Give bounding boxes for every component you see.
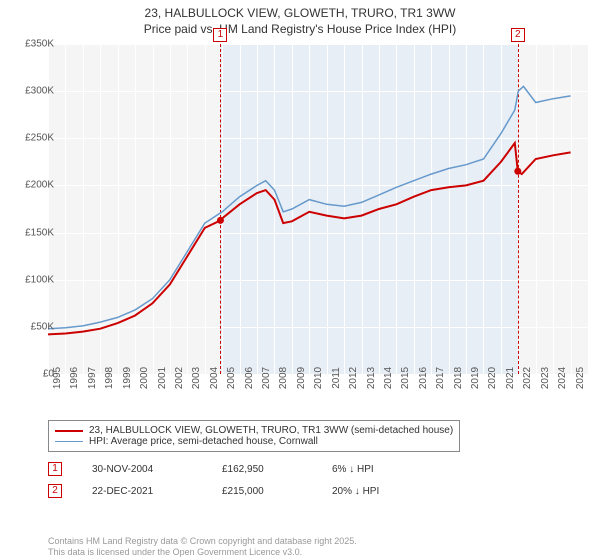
x-axis-label: 1998 [104,367,115,389]
x-axis-label: 2016 [418,367,429,389]
sales-price-1: £162,950 [222,464,302,475]
sales-marker-2: 2 [48,484,62,498]
legend-swatch-property [55,430,83,432]
sale-point-dot [217,217,224,224]
footer-line-1: Contains HM Land Registry data © Crown c… [48,536,357,547]
x-axis-label: 2008 [278,367,289,389]
x-axis-label: 2000 [139,367,150,389]
x-axis-label: 2007 [261,367,272,389]
x-axis-label: 2015 [400,367,411,389]
x-axis-label: 2005 [226,367,237,389]
title-line-1: 23, HALBULLOCK VIEW, GLOWETH, TRURO, TR1… [0,6,600,22]
y-axis-label: £50K [31,321,54,332]
sales-delta-2: 20% ↓ HPI [332,486,379,497]
x-axis-label: 2001 [157,367,168,389]
sales-table: 1 30-NOV-2004 £162,950 6% ↓ HPI 2 22-DEC… [48,462,588,498]
legend-label-hpi: HPI: Average price, semi-detached house,… [89,436,318,447]
x-axis-label: 2012 [348,367,359,389]
x-axis-label: 2022 [522,367,533,389]
x-axis-label: 2006 [244,367,255,389]
y-axis-label: £150K [25,227,54,238]
chart-lines-svg [48,44,588,374]
legend-label-property: 23, HALBULLOCK VIEW, GLOWETH, TRURO, TR1… [89,425,453,436]
x-axis-label: 2014 [383,367,394,389]
legend-row-hpi: HPI: Average price, semi-detached house,… [55,436,453,447]
legend-swatch-hpi [55,441,83,442]
footer-line-2: This data is licensed under the Open Gov… [48,547,357,558]
legend-and-sales: 23, HALBULLOCK VIEW, GLOWETH, TRURO, TR1… [48,420,588,506]
y-axis-label: £350K [25,39,54,50]
x-axis-label: 1997 [87,367,98,389]
x-axis-label: 2023 [540,367,551,389]
sale-point-dot [514,168,521,175]
x-axis-label: 2018 [453,367,464,389]
x-axis-label: 2019 [470,367,481,389]
legend-row-property: 23, HALBULLOCK VIEW, GLOWETH, TRURO, TR1… [55,425,453,436]
y-axis-label: £250K [25,133,54,144]
y-axis-label: £300K [25,86,54,97]
x-axis-label: 1996 [69,367,80,389]
x-axis-label: 2024 [557,367,568,389]
sales-row-1: 1 30-NOV-2004 £162,950 6% ↓ HPI [48,462,588,476]
x-axis-label: 2009 [296,367,307,389]
legend-box: 23, HALBULLOCK VIEW, GLOWETH, TRURO, TR1… [48,420,460,452]
sales-delta-1: 6% ↓ HPI [332,464,374,475]
sale-marker-box: 1 [213,28,227,42]
x-axis-label: 1995 [52,367,63,389]
x-axis-label: 1999 [122,367,133,389]
footer-attribution: Contains HM Land Registry data © Crown c… [48,536,357,558]
x-axis-label: 2011 [331,367,342,389]
series-line-property [48,143,571,334]
x-axis-label: 2020 [487,367,498,389]
x-axis-label: 2013 [366,367,377,389]
series-line-hpi [48,86,571,328]
y-axis-label: £100K [25,274,54,285]
x-axis-label: 2010 [313,367,324,389]
x-axis-label: 2002 [174,367,185,389]
sale-marker-box: 2 [511,28,525,42]
sales-row-2: 2 22-DEC-2021 £215,000 20% ↓ HPI [48,484,588,498]
sales-price-2: £215,000 [222,486,302,497]
chart-plot-area: 12 [48,44,588,374]
x-axis-label: 2004 [209,367,220,389]
y-axis-label: £200K [25,180,54,191]
sales-date-1: 30-NOV-2004 [92,464,192,475]
x-axis-label: 2025 [575,367,586,389]
x-axis-label: 2003 [191,367,202,389]
x-axis-label: 2017 [435,367,446,389]
sales-date-2: 22-DEC-2021 [92,486,192,497]
x-axis-label: 2021 [505,367,516,389]
sales-marker-1: 1 [48,462,62,476]
